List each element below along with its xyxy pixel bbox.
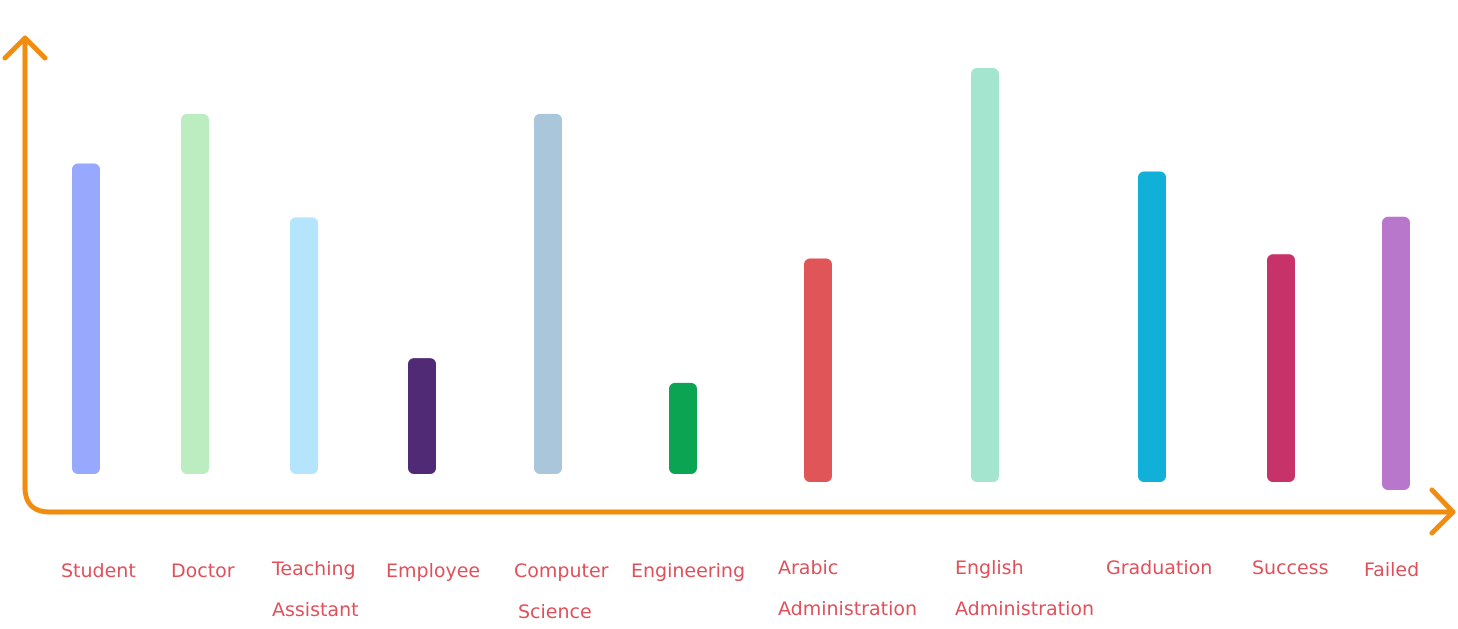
tick-label: Computer [514,560,609,582]
bar-computer-science [534,113,562,474]
bar-student [72,163,100,474]
category-labels: Student Doctor Teaching Assistant Employee Co… [61,557,1419,623]
chart-bars [72,68,1410,490]
tick-label: Success [1252,557,1328,579]
tick-label: Administration [955,598,1094,620]
tick-label: Engineering [631,560,745,582]
x-axis-arrow [1429,487,1456,536]
axis-line [22,37,1453,515]
bar-engineering [669,382,697,474]
tick-label: Employee [386,560,480,582]
tick-label: Arabic [778,557,838,579]
chart-axes [2,35,1456,536]
tick-label: English [955,557,1024,579]
tick-label: Failed [1364,559,1419,581]
y-axis-arrow [2,35,48,61]
bar-arabic-administration [804,258,832,482]
bar-english-administration [971,68,999,482]
tick-label: Student [61,560,136,582]
tick-label: Doctor [171,560,235,582]
tick-label: Assistant [272,599,359,621]
tick-label: Administration [778,598,917,620]
bar-failed [1382,216,1410,490]
bar-success [1267,254,1295,482]
tick-label: Science [518,601,592,623]
tick-label: Graduation [1106,557,1212,579]
tick-label: Teaching [271,558,356,580]
bar-graduation [1138,171,1166,482]
bar-teaching-assistant [290,217,318,474]
bar-doctor [181,113,209,474]
bar-employee [408,358,436,474]
